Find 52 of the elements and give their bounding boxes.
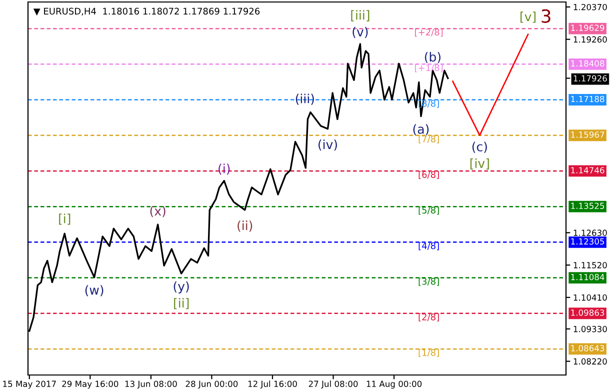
ref-line-label: 1.19629 xyxy=(571,24,604,31)
annotation: (iv) xyxy=(318,139,337,151)
annotation: (x) xyxy=(150,206,166,218)
x-tick-label: 28 Jun 00:00 xyxy=(186,380,238,389)
annotation: (ii) xyxy=(238,220,252,232)
annotation: [7/8] xyxy=(418,135,439,144)
annotation: (y) xyxy=(174,281,189,294)
ref-line-label: 1.08643 xyxy=(571,345,604,352)
ref-line-label: 1.15967 xyxy=(571,131,604,138)
ref-line-label: 1.18408 xyxy=(571,60,604,67)
ref-line-label: 1.14746 xyxy=(571,167,604,174)
annotation: [3/8] xyxy=(418,278,439,286)
y-tick-label: 1.09330 xyxy=(574,326,607,332)
annotation: [v] xyxy=(520,12,536,23)
x-tick-label: 11 Aug 00:00 xyxy=(366,380,422,389)
ref-line-label: 1.13525 xyxy=(571,202,604,209)
x-tick-label: 15 May 2017 xyxy=(3,380,56,389)
annotation: 3 xyxy=(542,9,550,23)
annotation: [1/8] xyxy=(418,348,439,358)
annotation: [iv] xyxy=(470,158,489,170)
ref-line-label: 1.12305 xyxy=(571,238,604,245)
annotation: (iii) xyxy=(296,94,314,105)
ref-line-label: 1.09863 xyxy=(571,309,604,316)
ref-line-label: 1.11084 xyxy=(571,274,604,280)
annotation: (w) xyxy=(85,285,104,296)
x-tick-label: 29 May 16:00 xyxy=(62,380,118,389)
annotation: (c) xyxy=(472,142,487,153)
annotation: [+2/8] xyxy=(415,28,443,37)
y-tick-label: 1.12630 xyxy=(574,230,607,236)
annotation: (i) xyxy=(218,164,230,175)
annotation: [+1/8] xyxy=(415,64,443,72)
annotation: [6/8] xyxy=(418,170,439,180)
y-tick-label: 1.19260 xyxy=(574,36,607,43)
y-tick-label: 1.17926 xyxy=(574,75,607,82)
x-tick-label: 27 Jul 08:00 xyxy=(308,380,358,389)
annotation: (a) xyxy=(413,124,429,136)
annotation: [2/8] xyxy=(418,313,439,322)
annotation: [iii] xyxy=(351,10,370,22)
x-tick-label: 12 Jul 16:00 xyxy=(248,380,297,389)
annotation: (v) xyxy=(352,26,368,38)
annotation: (b) xyxy=(424,52,440,64)
text: ▼ EURUSD,H4 1.18016 1.18072 1.17869 1.17926 xyxy=(33,8,260,16)
y-tick-label: 1.20370 xyxy=(574,4,607,10)
ref-line-label: 1.17188 xyxy=(571,96,604,102)
y-tick-label: 1.08220 xyxy=(574,358,607,365)
annotation: [ii] xyxy=(174,298,189,310)
x-tick-label: 13 Jun 08:00 xyxy=(125,380,177,389)
annotation: [4/8] xyxy=(418,242,439,250)
annotation: [i] xyxy=(59,214,70,225)
y-tick-label: 1.11520 xyxy=(574,262,607,268)
annotation: [5/8] xyxy=(418,206,439,215)
y-tick-label: 1.10410 xyxy=(574,294,607,301)
